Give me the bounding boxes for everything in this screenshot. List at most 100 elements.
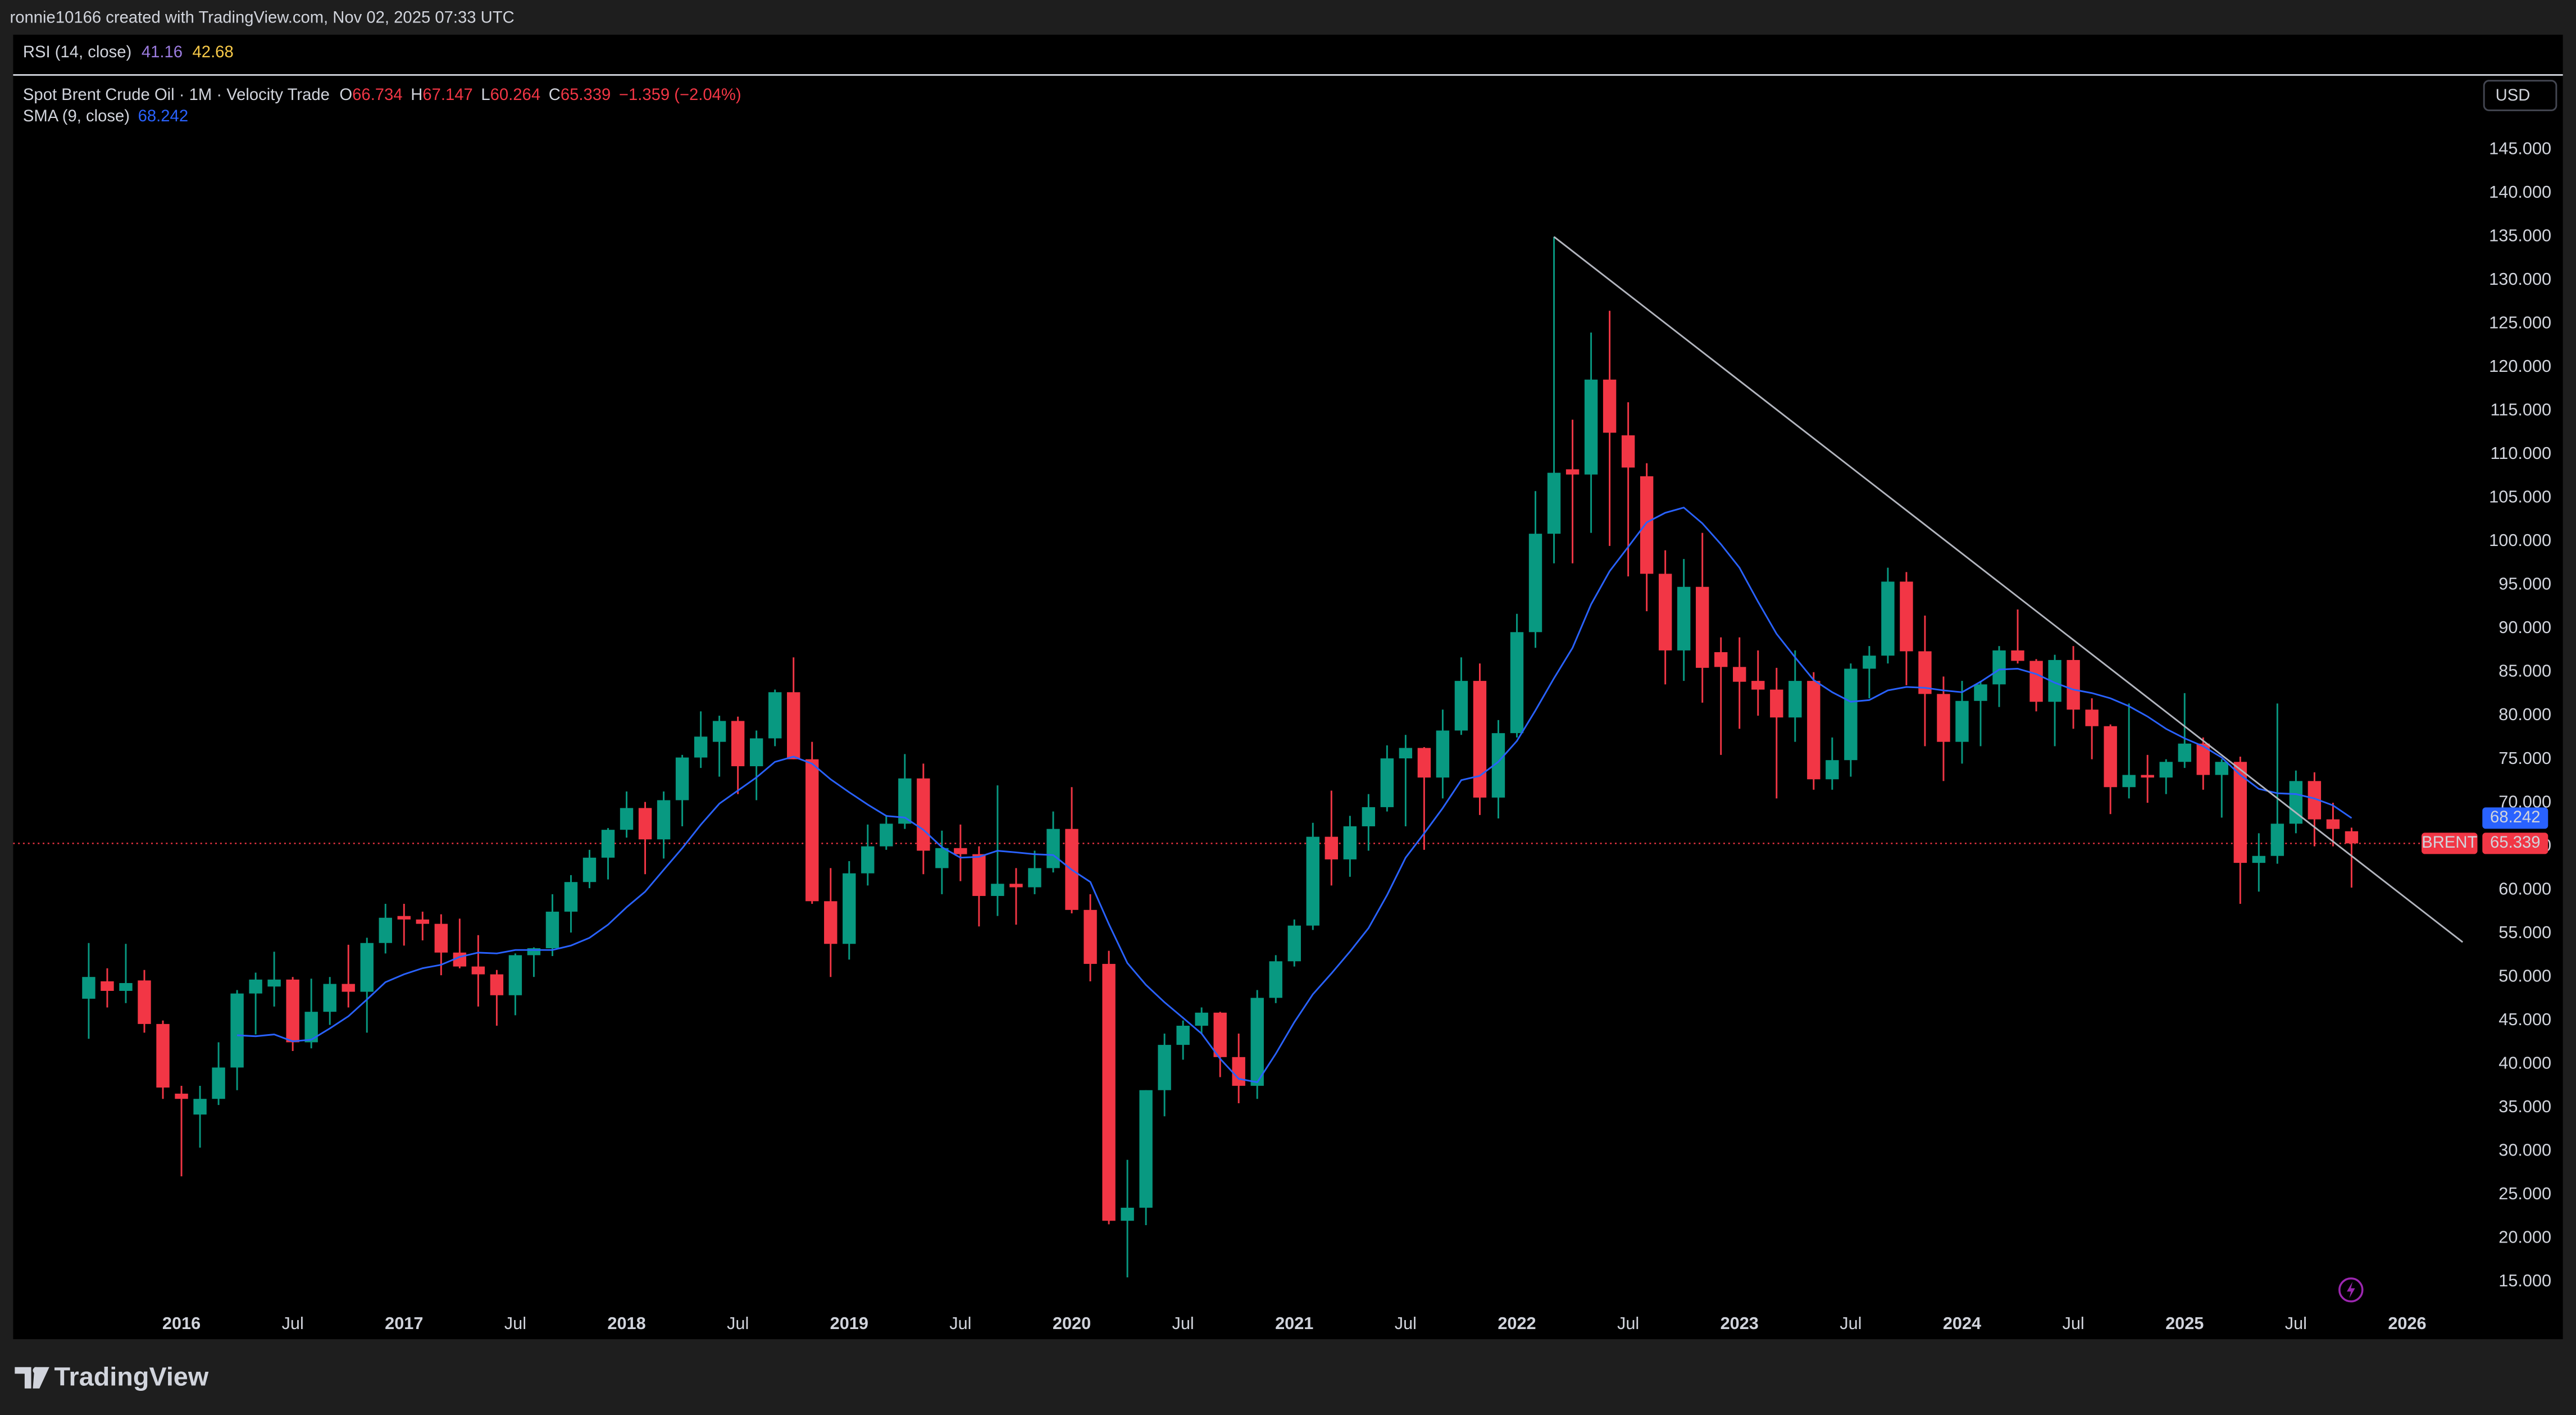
- candle-body: [1084, 909, 1097, 964]
- candle-body: [1677, 586, 1691, 650]
- candle-body: [545, 911, 559, 949]
- x-tick-label: 2017: [385, 1313, 423, 1333]
- last-price-tag-label: 65.339: [2490, 834, 2540, 852]
- candle-body: [843, 873, 856, 944]
- candle-body: [1306, 836, 1319, 926]
- ohlc-key: O: [339, 86, 352, 104]
- y-tick-label: 145.000: [2489, 139, 2551, 158]
- candle-body: [304, 1012, 318, 1043]
- candle-body: [1009, 884, 1023, 888]
- symbol-title: Spot Brent Crude Oil · 1M · Velocity Tra…: [23, 86, 330, 104]
- y-tick-label: 110.000: [2490, 443, 2551, 463]
- candle-body: [712, 721, 726, 742]
- candle-body: [2159, 762, 2173, 778]
- candle-body: [2252, 856, 2266, 863]
- candle-body: [2048, 659, 2061, 702]
- candle-body: [1881, 581, 1895, 656]
- x-tick-label: Jul: [282, 1313, 304, 1333]
- y-tick-label: 40.000: [2498, 1053, 2551, 1072]
- rsi-label: RSI (14, close): [23, 43, 131, 61]
- candle-body: [1232, 1057, 1245, 1086]
- candle-body: [564, 882, 578, 912]
- x-tick-label: 2022: [1498, 1313, 1536, 1333]
- candle-body: [1510, 632, 1524, 734]
- candle-body: [1565, 469, 1580, 475]
- candle-body: [1937, 694, 1950, 742]
- candle-body: [749, 738, 763, 767]
- x-tick-label: Jul: [1395, 1313, 1417, 1333]
- candle-body: [1399, 748, 1413, 759]
- candle-body: [1176, 1026, 1190, 1045]
- y-tick-label: 75.000: [2498, 748, 2551, 768]
- sma-legend: SMA (9, close) 68.242: [23, 107, 188, 125]
- candle-body: [972, 854, 986, 897]
- candle-body: [249, 979, 262, 994]
- ohlc-value: 65.339: [561, 86, 611, 104]
- price-legend: Spot Brent Crude Oil · 1M · Velocity Tra…: [23, 86, 741, 104]
- candle-body: [1974, 684, 1987, 701]
- x-tick-label: Jul: [1617, 1313, 1639, 1333]
- x-tick-label: Jul: [1172, 1313, 1194, 1333]
- candle-body: [1584, 379, 1598, 475]
- y-tick-label: 60.000: [2498, 879, 2551, 898]
- candle-body: [824, 901, 838, 944]
- x-tick-label: 2019: [830, 1313, 868, 1333]
- candle-body: [1528, 534, 1542, 633]
- y-tick-label: 50.000: [2498, 966, 2551, 985]
- currency-label[interactable]: USD: [2496, 87, 2531, 104]
- candle-body: [917, 778, 930, 851]
- candle-body: [1121, 1207, 1134, 1221]
- candle-body: [2215, 762, 2228, 775]
- ohlc-value: 60.264: [490, 86, 540, 104]
- y-tick-label: 20.000: [2498, 1227, 2551, 1246]
- candle-body: [638, 808, 652, 840]
- x-tick-label: 2016: [162, 1313, 201, 1333]
- y-tick-label: 55.000: [2498, 922, 2551, 942]
- trend-line: [1553, 236, 2464, 943]
- candle-body: [1046, 829, 1060, 868]
- events-icon[interactable]: [2338, 1277, 2364, 1303]
- candle-body: [82, 977, 95, 999]
- brand-logo: [15, 1367, 49, 1389]
- candle-body: [1621, 435, 1635, 468]
- candle-body: [1380, 758, 1394, 807]
- candle-body: [1325, 836, 1338, 859]
- candle-body: [379, 917, 392, 943]
- candle-body: [1714, 652, 1728, 667]
- candle-body: [601, 830, 615, 858]
- candle-body: [1139, 1090, 1153, 1208]
- brand-logo-dot: [33, 1367, 40, 1374]
- candle-body: [1195, 1012, 1208, 1026]
- candle-body: [101, 981, 114, 991]
- candle-body: [954, 848, 967, 854]
- candle-body: [156, 1023, 170, 1088]
- candle-body: [2141, 775, 2154, 778]
- y-tick-label: 115.000: [2490, 400, 2551, 420]
- candle-body: [1658, 574, 1672, 650]
- rsi-value: 41.16: [142, 43, 183, 61]
- x-tick-label: Jul: [2062, 1313, 2084, 1333]
- candle-body: [1603, 379, 1617, 433]
- candle-body: [508, 955, 522, 995]
- last-price-tag: [2482, 832, 2548, 854]
- candle-body: [1491, 733, 1505, 798]
- candle-body: [175, 1093, 188, 1099]
- candle-body: [230, 993, 244, 1068]
- candle-body: [675, 757, 689, 800]
- candle-body: [880, 823, 893, 847]
- candle-body: [1955, 700, 1969, 742]
- candle-body: [2233, 762, 2247, 863]
- y-tick-label: 90.000: [2498, 617, 2551, 637]
- candle-body: [471, 966, 485, 975]
- currency-button[interactable]: [2483, 80, 2557, 111]
- y-tick-label: 85.000: [2498, 661, 2551, 681]
- events-icon-bolt: [2346, 1281, 2355, 1298]
- candle-body: [1417, 748, 1431, 778]
- candle-body: [1640, 476, 1654, 574]
- candle-body: [193, 1099, 207, 1115]
- candle-body: [898, 778, 912, 824]
- x-tick-label: 2023: [1721, 1313, 1759, 1333]
- candle-body: [1547, 472, 1561, 534]
- y-tick-label: 105.000: [2489, 487, 2551, 507]
